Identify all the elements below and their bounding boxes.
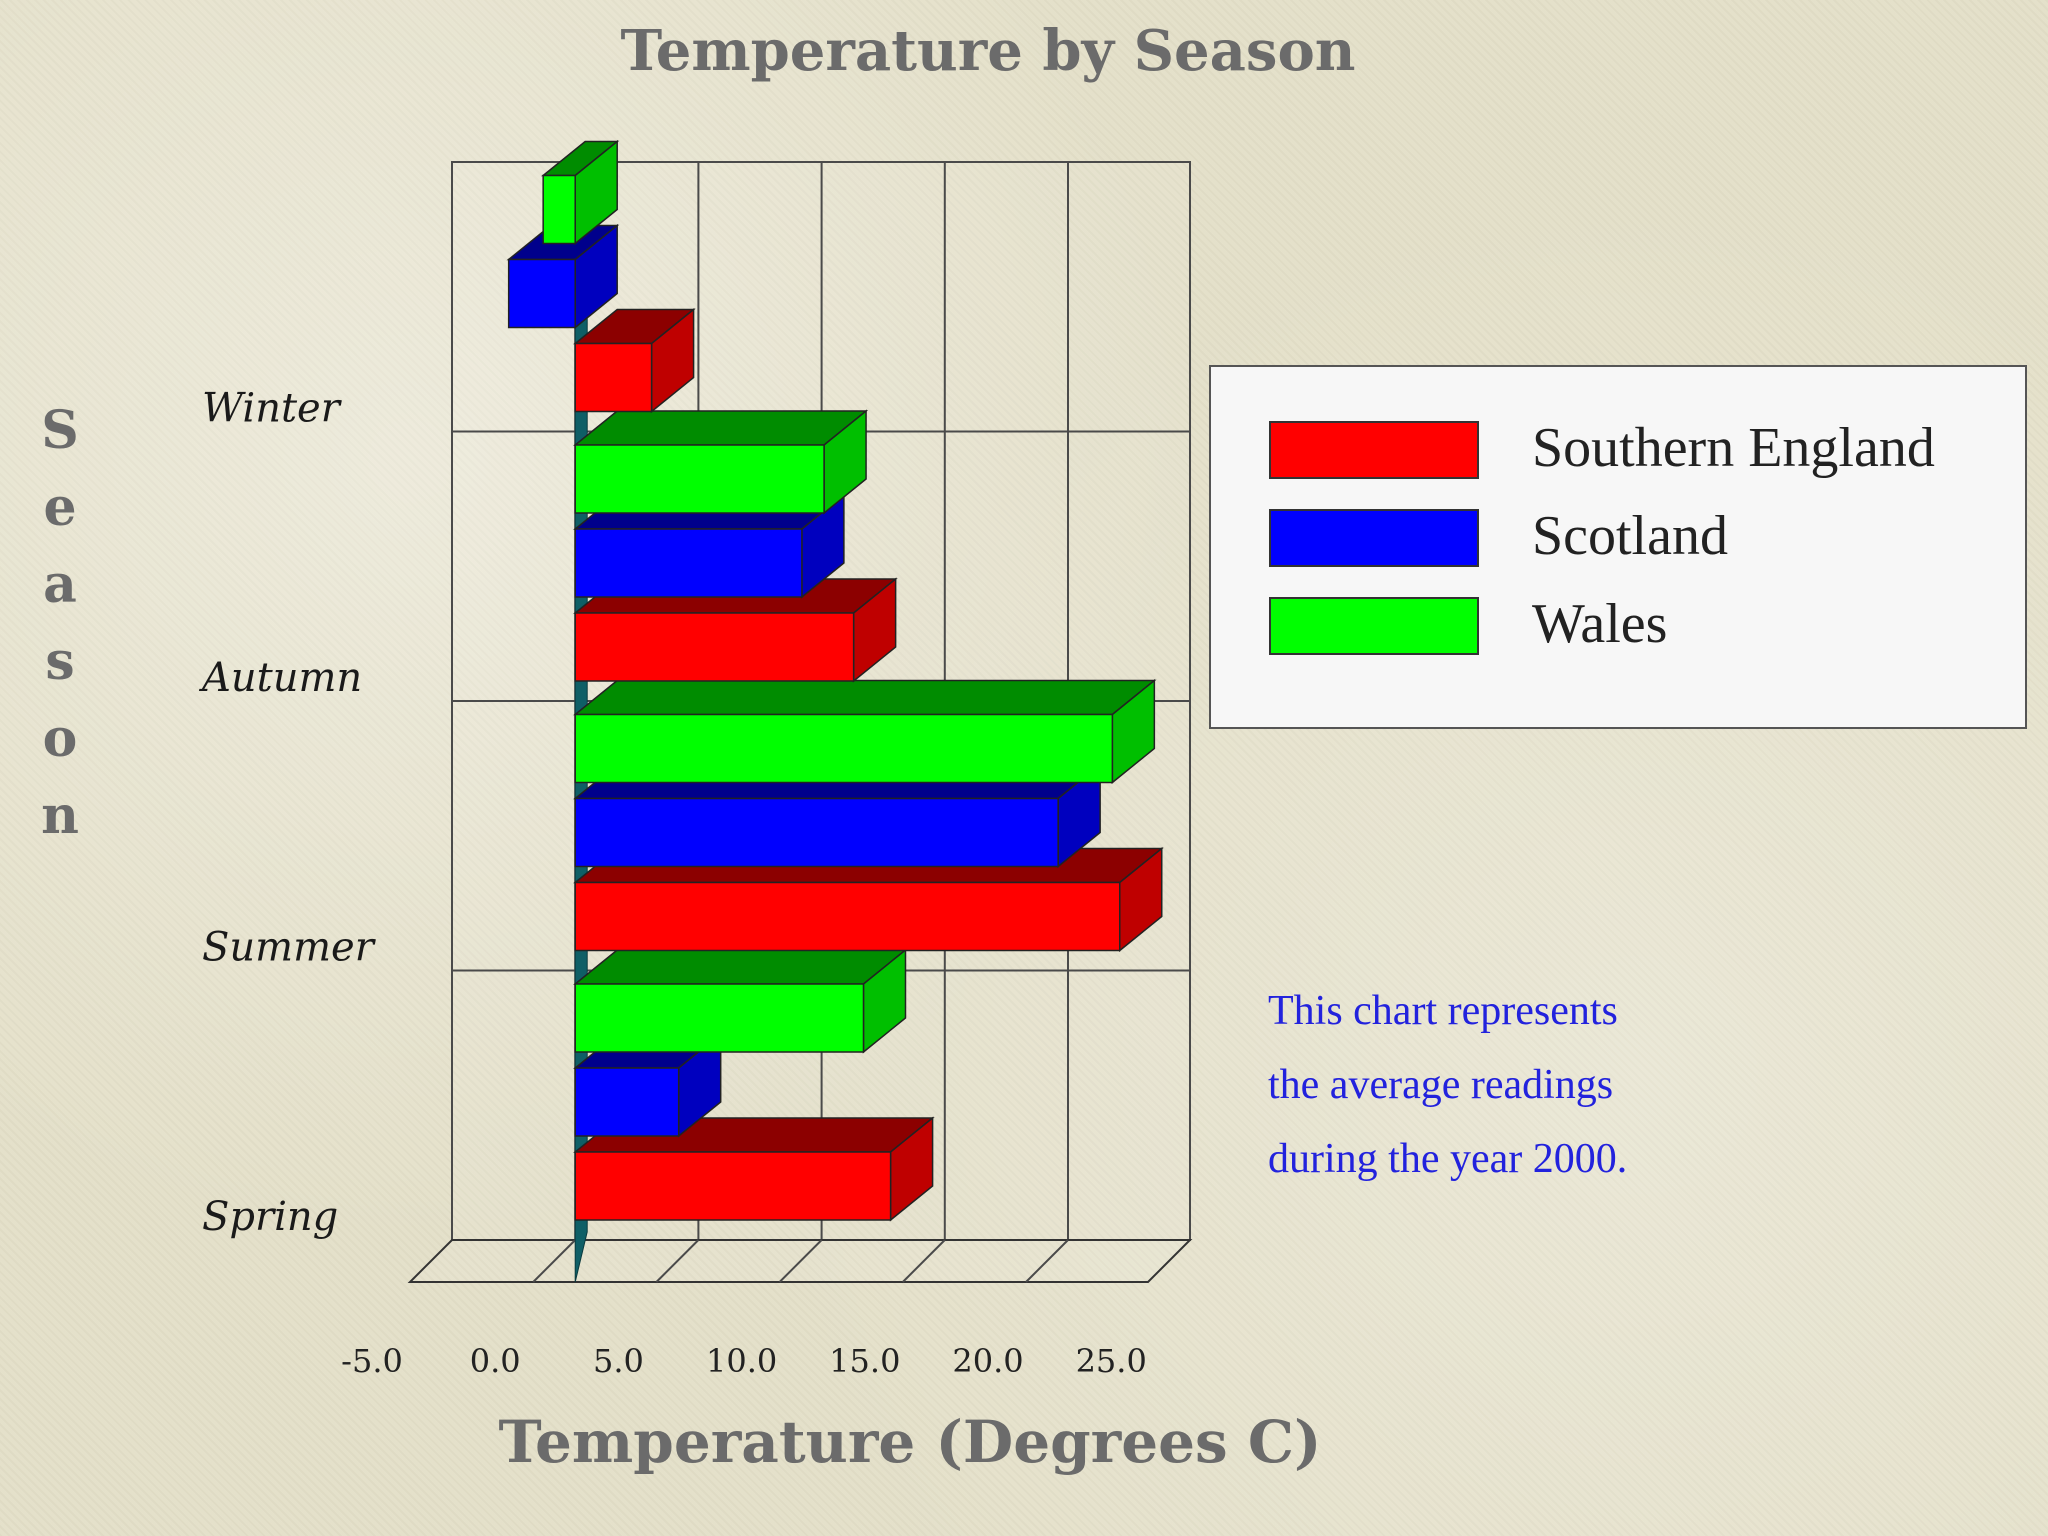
legend-swatch bbox=[1269, 597, 1479, 655]
legend-label: Wales bbox=[1532, 593, 1667, 655]
bar-winter-wales bbox=[541, 139, 620, 246]
bar-front-face bbox=[574, 444, 825, 514]
chart-title: Temperature by Season bbox=[620, 18, 1355, 84]
bar-winter-southern-england bbox=[573, 307, 696, 414]
y-axis-label: Season bbox=[41, 400, 79, 846]
bar-front-face bbox=[574, 1067, 680, 1137]
y-label-letter: a bbox=[43, 554, 77, 615]
bar-front-face bbox=[574, 342, 653, 413]
bar-autumn-wales bbox=[573, 409, 869, 515]
x-tick-label: 5.0 bbox=[593, 1342, 644, 1380]
bar-front-face bbox=[574, 797, 1059, 868]
y-label-letter: o bbox=[43, 708, 78, 769]
floor-gridline bbox=[778, 1239, 823, 1283]
x-tick-label: 20.0 bbox=[952, 1342, 1023, 1380]
x-tick-label: 15.0 bbox=[829, 1342, 900, 1380]
category-label: Autumn bbox=[198, 655, 362, 701]
category-label: Spring bbox=[202, 1194, 338, 1240]
floor-gridline bbox=[655, 1239, 700, 1283]
legend-label: Scotland bbox=[1532, 505, 1728, 567]
y-label-letter: n bbox=[41, 785, 79, 846]
floor-gridline bbox=[532, 1239, 576, 1283]
bar-summer-wales bbox=[573, 678, 1157, 785]
annotation-line: This chart represents bbox=[1268, 988, 1618, 1034]
x-tick-label: 0.0 bbox=[470, 1342, 521, 1380]
bar-top-face bbox=[573, 949, 908, 985]
bar-front-face bbox=[574, 1151, 892, 1221]
legend-label: Southern England bbox=[1532, 417, 1935, 479]
bar-spring-wales bbox=[573, 948, 908, 1054]
y-label-letter: s bbox=[45, 631, 74, 692]
annotation-line: during the year 2000. bbox=[1268, 1136, 1627, 1182]
x-tick-label: -5.0 bbox=[341, 1342, 403, 1380]
bar-front-face bbox=[574, 612, 855, 682]
floor-gridline bbox=[902, 1239, 946, 1283]
x-axis-label: Temperature (Degrees C) bbox=[499, 1408, 1322, 1476]
x-tick-label: 25.0 bbox=[1076, 1342, 1147, 1380]
bar-front-face bbox=[507, 258, 576, 329]
category-label: Summer bbox=[202, 925, 377, 971]
bar-front-face bbox=[574, 983, 865, 1053]
legend-swatch bbox=[1269, 509, 1479, 567]
floor-gridline bbox=[1025, 1239, 1069, 1283]
x-axis-ticks: -5.0 0.0 5.0 10.0 15.0 20.0 25.0 bbox=[341, 1342, 1147, 1380]
y-label-letter: e bbox=[43, 477, 76, 538]
y-axis-categories: Spring Summer Autumn Winter bbox=[198, 386, 377, 1241]
annotation-line: the average readings bbox=[1268, 1062, 1613, 1108]
bar-top-face bbox=[573, 679, 1157, 716]
bar-front-face bbox=[542, 174, 576, 245]
bar-front-face bbox=[574, 528, 803, 598]
bar-top-face bbox=[573, 410, 869, 446]
legend-swatch bbox=[1269, 421, 1479, 479]
category-label: Winter bbox=[202, 386, 343, 432]
bar-front-face bbox=[574, 713, 1114, 784]
x-tick-label: 10.0 bbox=[706, 1342, 777, 1380]
y-label-letter: S bbox=[41, 400, 79, 461]
annotation-note: This chart represents the average reading… bbox=[1268, 988, 1627, 1182]
bars bbox=[506, 139, 1164, 1222]
legend: Southern England Scotland Wales bbox=[1209, 365, 2027, 729]
bar-front-face bbox=[574, 881, 1121, 952]
